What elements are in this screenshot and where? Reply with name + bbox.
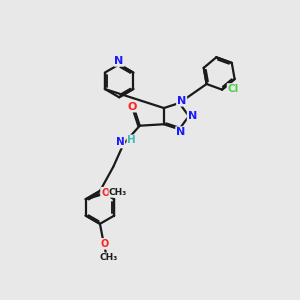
Text: N: N bbox=[177, 96, 186, 106]
Text: CH₃: CH₃ bbox=[100, 253, 118, 262]
Text: O: O bbox=[128, 102, 137, 112]
Text: N: N bbox=[115, 56, 124, 66]
Text: H: H bbox=[128, 135, 136, 146]
Text: CH₃: CH₃ bbox=[109, 188, 127, 197]
Text: N: N bbox=[188, 111, 197, 121]
Text: O: O bbox=[101, 188, 109, 198]
Text: O: O bbox=[100, 239, 109, 249]
Text: Cl: Cl bbox=[228, 84, 239, 94]
Text: N: N bbox=[176, 127, 185, 137]
Text: N: N bbox=[116, 137, 124, 148]
